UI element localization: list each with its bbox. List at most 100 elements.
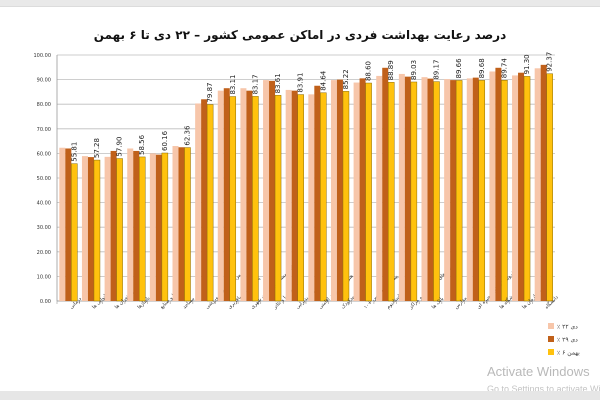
data-label: 91.30 bbox=[523, 54, 531, 74]
window-top-bar bbox=[0, 0, 600, 7]
bar-2 bbox=[155, 154, 162, 301]
bar-3 bbox=[161, 152, 169, 302]
bar-1 bbox=[59, 147, 66, 301]
data-label: 83.11 bbox=[229, 75, 237, 95]
bar-2 bbox=[269, 80, 276, 301]
bar-1 bbox=[308, 94, 315, 301]
bar-1 bbox=[195, 103, 202, 301]
bar-3 bbox=[297, 94, 304, 302]
bar-3 bbox=[252, 96, 259, 302]
bar-2 bbox=[359, 78, 366, 302]
bar-3 bbox=[410, 81, 418, 302]
bar-1 bbox=[421, 77, 428, 301]
bar-3 bbox=[184, 147, 191, 302]
bar-2 bbox=[178, 147, 185, 301]
data-label: 83.17 bbox=[251, 74, 259, 94]
y-tick-label: 50.00 bbox=[37, 176, 51, 182]
bar-3 bbox=[546, 73, 553, 302]
data-label: 60.16 bbox=[161, 130, 169, 151]
bar-2 bbox=[404, 76, 411, 301]
bar-1 bbox=[127, 148, 134, 301]
bar-3 bbox=[523, 76, 531, 302]
y-tick-label: 10.00 bbox=[37, 274, 51, 280]
bar-3 bbox=[320, 92, 327, 302]
legend-swatch bbox=[548, 323, 554, 329]
bar-2 bbox=[427, 78, 434, 301]
data-label: 84.64 bbox=[319, 70, 327, 91]
bar-3 bbox=[455, 80, 463, 302]
data-label: 89.17 bbox=[433, 60, 441, 80]
bar-1 bbox=[353, 82, 360, 301]
bar-2 bbox=[246, 90, 253, 301]
data-label: 89.74 bbox=[500, 58, 508, 79]
bar-2 bbox=[495, 67, 502, 302]
bar-3 bbox=[71, 163, 78, 302]
bar-2 bbox=[472, 77, 479, 301]
y-tick-label: 0.00 bbox=[40, 299, 51, 305]
bar-3 bbox=[206, 104, 214, 302]
activation-watermark-subtitle: Go to Settings to activate Windows. bbox=[487, 384, 600, 394]
bar-1 bbox=[285, 89, 292, 301]
bar-1 bbox=[489, 71, 496, 302]
legend-swatch bbox=[548, 349, 554, 355]
data-label: 88.60 bbox=[365, 61, 373, 81]
bar-3 bbox=[478, 80, 486, 302]
data-label: 89.03 bbox=[410, 60, 418, 80]
taskbar-strip bbox=[0, 391, 600, 400]
bar-1 bbox=[104, 156, 111, 301]
bar-1 bbox=[217, 90, 224, 301]
data-label: 55.81 bbox=[70, 142, 78, 162]
bar-2 bbox=[518, 72, 525, 301]
bar-1 bbox=[330, 80, 337, 301]
bar-2 bbox=[223, 88, 230, 302]
data-label: 89.66 bbox=[455, 58, 463, 79]
bar-3 bbox=[501, 79, 508, 302]
bar-2 bbox=[314, 85, 321, 301]
bar-1 bbox=[376, 75, 383, 301]
bar-3 bbox=[116, 158, 123, 302]
bar-1 bbox=[149, 153, 156, 301]
bar-3 bbox=[433, 81, 440, 302]
y-tick-label: 30.00 bbox=[37, 225, 51, 231]
data-label: 92.37 bbox=[546, 52, 554, 72]
bar-1 bbox=[534, 68, 541, 301]
data-label: 83.61 bbox=[274, 73, 282, 93]
bar-1 bbox=[444, 79, 451, 301]
legend-label: ٪ ۲۲ دی bbox=[557, 324, 578, 331]
bar-2 bbox=[540, 64, 547, 301]
data-label: 57.28 bbox=[93, 138, 101, 158]
y-tick-label: 90.00 bbox=[37, 78, 51, 84]
bar-1 bbox=[172, 146, 179, 301]
bar-3 bbox=[138, 156, 146, 302]
chart-title: درصد رعایت بهداشت فردی در اماکن عمومی کش… bbox=[93, 28, 507, 42]
legend-label: ٪ ۲۹ دی bbox=[557, 337, 578, 344]
bar-1 bbox=[512, 75, 519, 301]
data-label: 57.90 bbox=[116, 137, 124, 157]
legend-label: ٪ ۶ بهمن bbox=[557, 350, 580, 357]
bar-3 bbox=[274, 95, 282, 302]
data-label: 85.22 bbox=[342, 69, 350, 89]
bar-2 bbox=[336, 79, 343, 301]
data-label: 88.89 bbox=[387, 60, 395, 80]
bar-2 bbox=[65, 148, 72, 301]
y-tick-label: 80.00 bbox=[37, 102, 51, 108]
y-tick-label: 40.00 bbox=[37, 201, 51, 207]
bar-1 bbox=[466, 78, 473, 302]
bar-3 bbox=[365, 82, 372, 302]
bar-2 bbox=[110, 150, 117, 301]
y-tick-label: 20.00 bbox=[37, 250, 51, 256]
bar-2 bbox=[450, 80, 457, 301]
bar-2 bbox=[382, 67, 389, 302]
bar-2 bbox=[201, 99, 208, 301]
bar-1 bbox=[398, 73, 405, 301]
data-label: 79.87 bbox=[206, 82, 214, 102]
y-tick-label: 60.00 bbox=[37, 151, 51, 157]
y-tick-label: 70.00 bbox=[37, 127, 51, 133]
bar-3 bbox=[342, 91, 350, 302]
bar-2 bbox=[133, 150, 140, 301]
data-label: 58.56 bbox=[138, 134, 146, 155]
data-label: 89.68 bbox=[478, 58, 486, 78]
data-label: 83.91 bbox=[297, 73, 305, 93]
bar-2 bbox=[87, 157, 94, 301]
